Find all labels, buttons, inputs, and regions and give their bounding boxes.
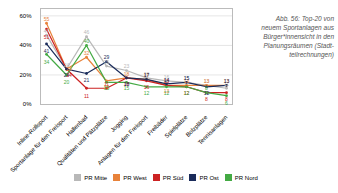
svg-text:6: 6	[225, 100, 228, 106]
svg-text:40%: 40%	[19, 42, 32, 48]
html-text:Abb. 56: Top-20 von neuem Spor: Abb. 56: Top-20 von neuem Sportanlagen a…	[261, 15, 334, 59]
svg-text:51: 51	[44, 34, 50, 40]
svg-text:Freibäder: Freibäder	[146, 114, 169, 137]
svg-text:20: 20	[64, 79, 70, 85]
svg-text:12: 12	[184, 90, 190, 96]
svg-text:Anlagen für den Freisport: Anlagen für den Freisport	[96, 114, 148, 166]
html-text:PR West: PR West	[123, 174, 147, 181]
svg-text:14: 14	[164, 77, 170, 83]
svg-text:29: 29	[104, 54, 110, 60]
svg-text:26: 26	[103, 58, 110, 65]
svg-text:12: 12	[164, 90, 170, 96]
svg-text:11: 11	[84, 93, 89, 99]
svg-text:24: 24	[66, 72, 72, 78]
svg-text:12: 12	[184, 90, 190, 96]
svg-text:13: 13	[204, 78, 210, 84]
svg-text:Sportanlage für den Freisport: Sportanlage für den Freisport	[9, 114, 69, 174]
svg-text:20%: 20%	[19, 72, 32, 78]
svg-text:Inline-Rollsport: Inline-Rollsport	[16, 114, 49, 147]
svg-text:8: 8	[205, 96, 208, 102]
svg-text:15: 15	[124, 85, 130, 91]
svg-text:17: 17	[144, 72, 150, 78]
svg-text:Hallenbad: Hallenbad	[65, 114, 89, 138]
svg-text:Bolzplätze: Bolzplätze	[184, 114, 209, 138]
svg-text:55: 55	[44, 16, 50, 22]
svg-text:18: 18	[123, 81, 130, 87]
svg-text:13: 13	[224, 78, 230, 84]
svg-text:60%: 60%	[19, 13, 32, 19]
html-text:PR Mitte: PR Mitte	[84, 174, 108, 181]
svg-text:Qualitäten und Pätzplätze: Qualitäten und Pätzplätze	[55, 114, 109, 167]
svg-text:8: 8	[225, 95, 228, 102]
svg-text:46: 46	[84, 29, 90, 35]
html-text:PR Süd: PR Süd	[162, 174, 184, 181]
svg-text:13: 13	[204, 78, 210, 84]
svg-text:12: 12	[144, 90, 150, 96]
svg-text:17: 17	[144, 72, 150, 78]
svg-text:21: 21	[84, 77, 90, 83]
svg-text:34: 34	[44, 59, 50, 65]
svg-text:16: 16	[143, 84, 150, 90]
html-text:PR Nord: PR Nord	[234, 174, 258, 181]
svg-text:15: 15	[184, 75, 190, 81]
svg-text:15: 15	[184, 75, 190, 81]
svg-text:47: 47	[43, 27, 50, 34]
svg-text:Jogging: Jogging	[109, 114, 128, 133]
svg-text:8: 8	[205, 85, 208, 92]
svg-text:12: 12	[204, 90, 210, 96]
svg-text:18: 18	[124, 71, 130, 77]
svg-text:24: 24	[66, 66, 72, 72]
svg-text:41: 41	[44, 48, 50, 54]
svg-text:32: 32	[84, 50, 90, 56]
svg-text:15: 15	[104, 85, 110, 91]
svg-text:23: 23	[124, 63, 130, 69]
svg-text:40: 40	[84, 38, 90, 44]
svg-text:13: 13	[224, 78, 230, 84]
svg-text:Spielplätze: Spielplätze	[163, 114, 189, 140]
html-text:PR Ost: PR Ost	[199, 174, 219, 181]
svg-text:Tennisanlagen: Tennisanlagen	[197, 114, 229, 146]
svg-text:0%: 0%	[23, 101, 32, 107]
